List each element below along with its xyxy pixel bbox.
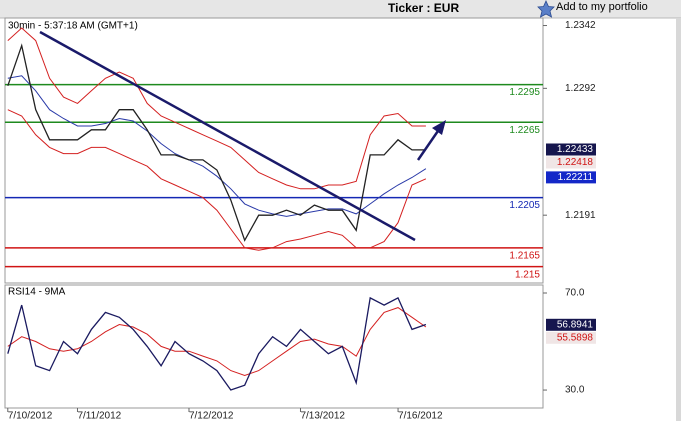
value-marker-label: 56.8941 [557,319,594,330]
value-marker-box [546,318,596,331]
header-bar [0,0,681,18]
x-tick-label: 7/11/2012 [77,411,121,421]
y-tick-label: 1.2292 [565,83,596,94]
series-line [7,75,427,217]
level-label: 1.215 [515,269,540,280]
value-marker-box [546,331,596,344]
scrollbar [676,18,681,421]
y-tick-label: 30.0 [565,385,585,396]
star-icon[interactable] [537,0,555,18]
value-marker-label: 1.22418 [557,157,594,168]
rsi-title: RSI14 - 9MA [8,287,66,298]
trend-line [39,30,416,242]
arrow-shaft [416,127,442,161]
value-marker-label: 1.22433 [557,144,594,155]
value-marker-box [546,171,596,184]
y-tick-label: 70.0 [565,288,585,299]
x-tick-label: 7/13/2012 [300,411,345,421]
series-line [7,296,427,391]
series-line [7,43,426,242]
ticker-title: Ticker : EUR [388,1,459,15]
series-line [7,27,426,190]
x-tick-label: 7/10/2012 [8,411,53,421]
value-marker-box [546,156,596,169]
x-tick-label: 7/12/2012 [189,411,234,421]
value-marker-box [546,143,596,156]
value-marker-label: 55.5898 [557,332,594,343]
value-marker-label: 1.22211 [558,172,594,183]
y-tick-label: 1.2342 [565,20,596,31]
series-line [7,109,427,251]
level-label: 1.2265 [509,125,540,136]
rsi-panel [4,284,544,409]
price-panel [4,17,544,284]
level-label: 1.2295 [509,87,540,98]
portfolio-link[interactable]: Add to my portfolio [556,1,648,13]
x-tick-label: 7/16/2012 [398,411,443,421]
y-tick-label: 1.2191 [565,210,596,221]
arrow-head [432,120,446,135]
level-label: 1.2165 [509,250,540,261]
level-label: 1.2205 [509,200,540,211]
chart-subtitle: 30min - 5:37:18 AM (GMT+1) [8,21,138,32]
series-line [7,307,427,377]
